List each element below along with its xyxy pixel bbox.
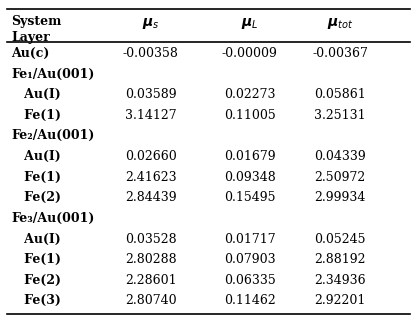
Text: 0.03589: 0.03589	[125, 88, 177, 101]
Text: Fe₃/Au(001): Fe₃/Au(001)	[11, 212, 94, 225]
Text: 2.50972: 2.50972	[314, 171, 366, 184]
Text: 0.01679: 0.01679	[224, 150, 276, 163]
Text: Au(I): Au(I)	[11, 232, 61, 245]
Text: 2.34936: 2.34936	[314, 274, 366, 287]
Text: 0.09348: 0.09348	[224, 171, 276, 184]
Text: 0.11462: 0.11462	[224, 294, 276, 308]
Text: $\boldsymbol{\mu}_L$: $\boldsymbol{\mu}_L$	[241, 16, 259, 31]
Text: 2.99934: 2.99934	[314, 191, 366, 204]
Text: Fe₁/Au(001): Fe₁/Au(001)	[11, 67, 94, 80]
Text: 0.02660: 0.02660	[125, 150, 177, 163]
Text: Au(c): Au(c)	[11, 47, 49, 60]
Text: 0.05861: 0.05861	[314, 88, 366, 101]
Text: Fe₂/Au(001): Fe₂/Au(001)	[11, 129, 94, 142]
Text: Fe(1): Fe(1)	[11, 171, 61, 184]
Text: $\boldsymbol{\mu}_s$: $\boldsymbol{\mu}_s$	[142, 16, 160, 31]
Text: 0.01717: 0.01717	[224, 232, 276, 245]
Text: 2.84439: 2.84439	[125, 191, 177, 204]
Text: 2.28601: 2.28601	[125, 274, 177, 287]
Text: 3.25131: 3.25131	[314, 109, 366, 122]
Text: 2.41623: 2.41623	[125, 171, 177, 184]
Text: Fe(1): Fe(1)	[11, 253, 61, 266]
Text: 2.92201: 2.92201	[314, 294, 366, 308]
Text: 0.07903: 0.07903	[224, 253, 276, 266]
Text: 0.03528: 0.03528	[125, 232, 177, 245]
Text: 0.04339: 0.04339	[314, 150, 366, 163]
Text: 0.05245: 0.05245	[314, 232, 366, 245]
Text: -0.00358: -0.00358	[123, 47, 179, 60]
Text: 0.06335: 0.06335	[224, 274, 276, 287]
Text: 0.11005: 0.11005	[224, 109, 276, 122]
Text: Fe(2): Fe(2)	[11, 191, 61, 204]
Text: Au(I): Au(I)	[11, 150, 61, 163]
Text: Fe(3): Fe(3)	[11, 294, 61, 308]
Text: 0.15495: 0.15495	[224, 191, 275, 204]
Text: System: System	[11, 15, 61, 28]
Text: Fe(1): Fe(1)	[11, 109, 61, 122]
Text: 2.80740: 2.80740	[125, 294, 177, 308]
Text: Layer: Layer	[11, 31, 50, 44]
Text: 2.88192: 2.88192	[314, 253, 366, 266]
Text: Au(I): Au(I)	[11, 88, 61, 101]
Text: 3.14127: 3.14127	[125, 109, 177, 122]
Text: -0.00367: -0.00367	[312, 47, 368, 60]
Text: 0.02273: 0.02273	[224, 88, 275, 101]
Text: Fe(2): Fe(2)	[11, 274, 61, 287]
Text: 2.80288: 2.80288	[125, 253, 177, 266]
Text: $\boldsymbol{\mu}_{tot}$: $\boldsymbol{\mu}_{tot}$	[327, 16, 354, 31]
Text: -0.00009: -0.00009	[222, 47, 278, 60]
